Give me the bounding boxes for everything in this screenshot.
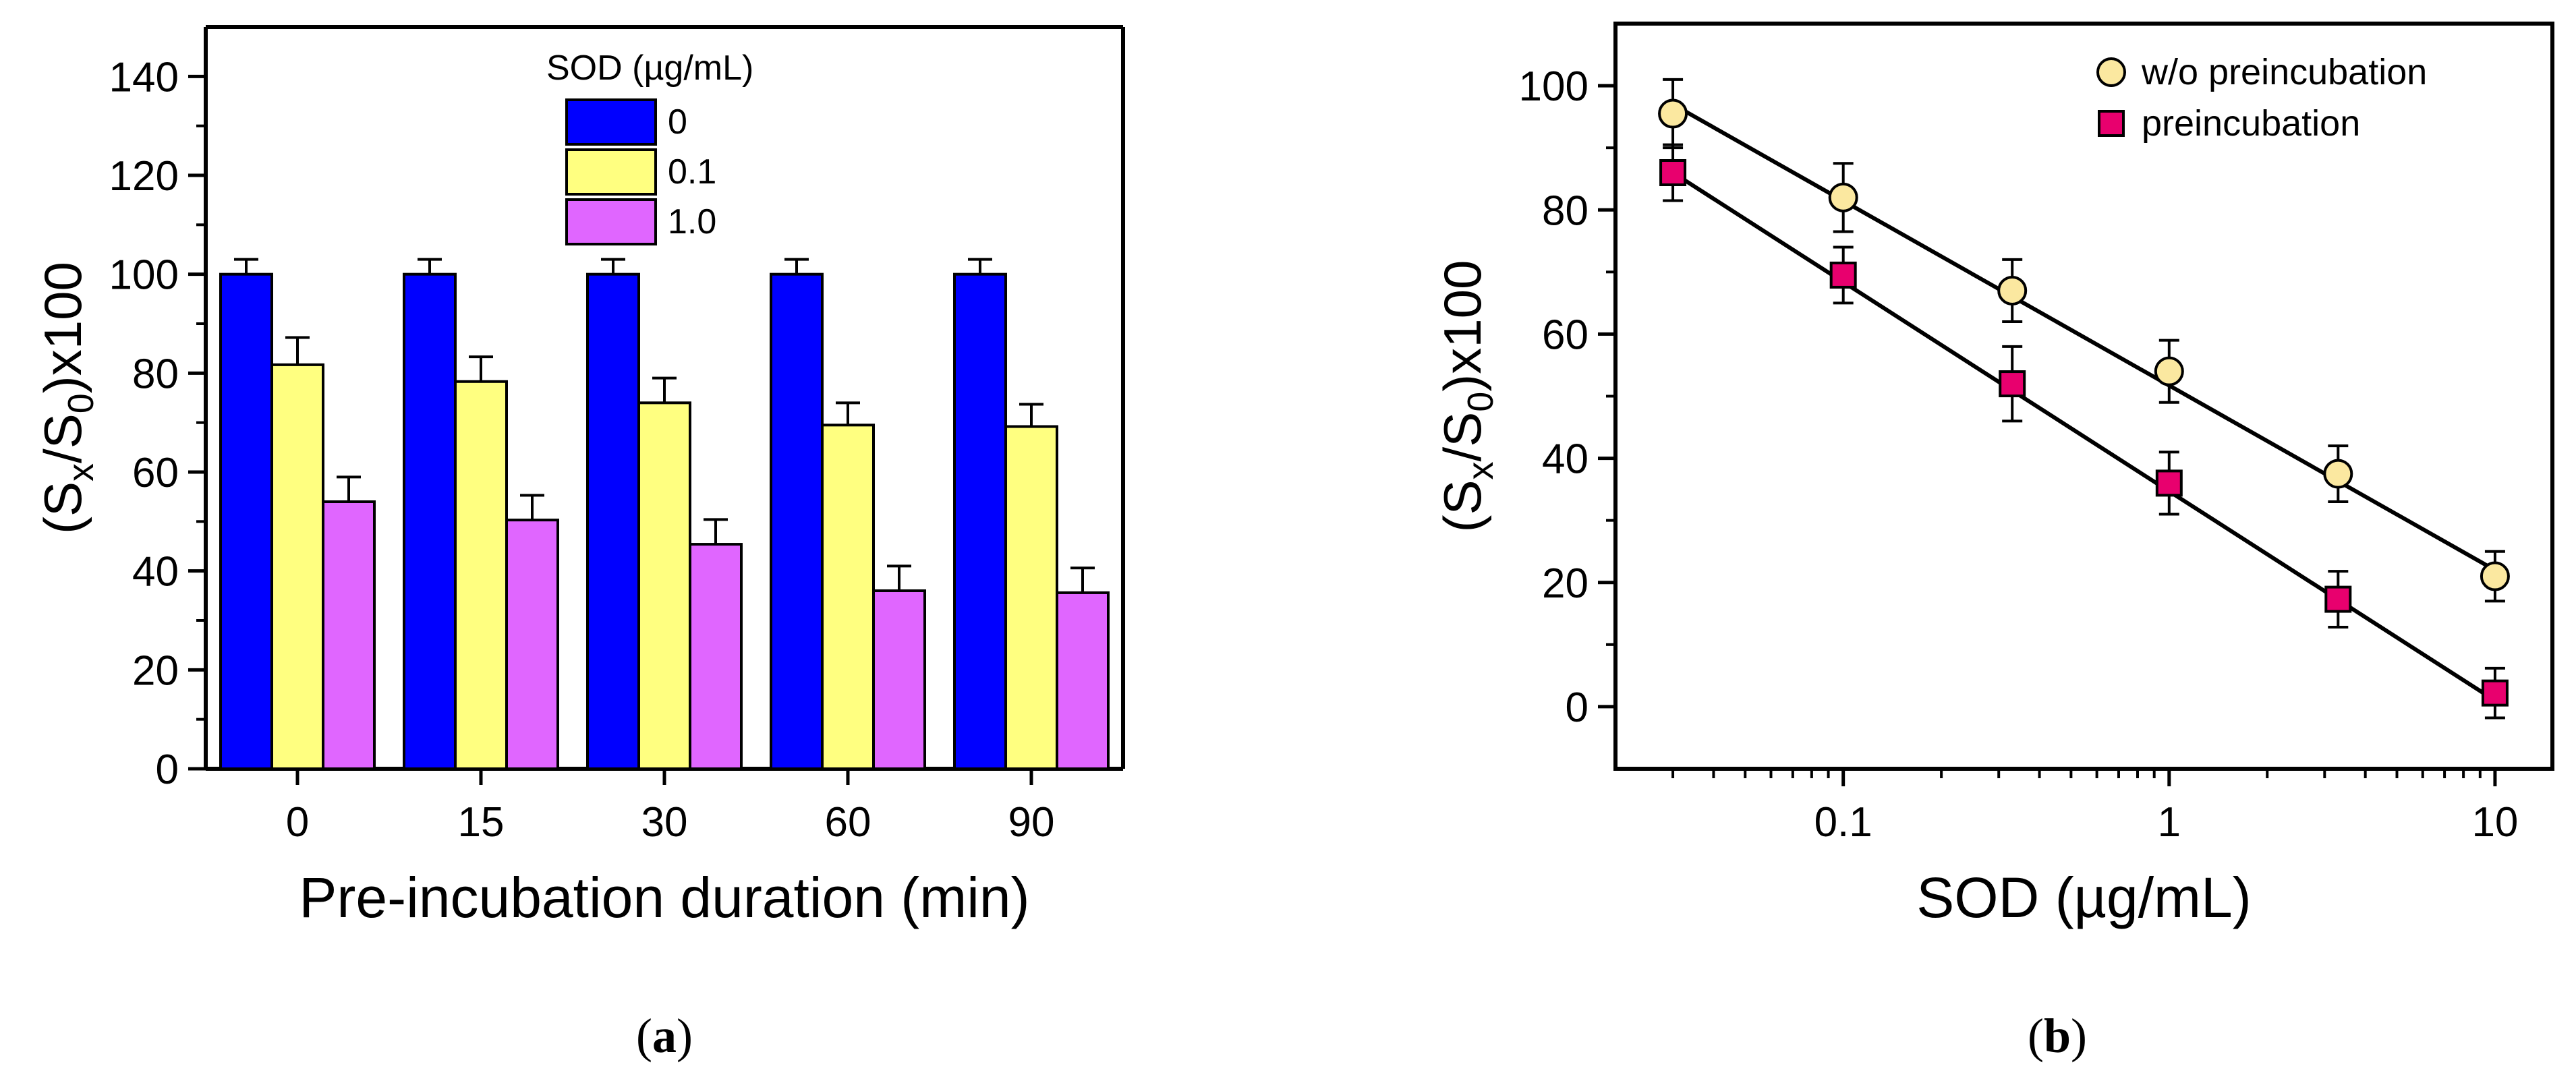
y-tick-label: 100 xyxy=(1519,63,1588,110)
y-tick-label: 80 xyxy=(1542,187,1588,234)
bar-series-0-30 xyxy=(586,272,640,770)
paren: ( xyxy=(2028,1009,2044,1063)
point-0-0 xyxy=(1658,98,1688,129)
y-axis-label-part: x xyxy=(1460,461,1501,479)
x-tick-label: 0 xyxy=(286,799,309,846)
x-axis-title: Pre-incubation duration (min) xyxy=(299,866,1029,929)
x-tick-label: 60 xyxy=(825,799,871,846)
y-axis-title: (Sx/S0)x100 xyxy=(1433,260,1501,533)
point-1-2 xyxy=(1999,370,2026,398)
y-tick-label: 100 xyxy=(109,252,179,299)
x-tick-label: 0.1 xyxy=(1814,799,1872,846)
y-tick-label: 40 xyxy=(132,549,179,595)
y-tick-label: 20 xyxy=(132,647,179,694)
y-axis-label-part: 0 xyxy=(61,393,101,413)
bar-series-2-90 xyxy=(1056,591,1110,771)
legend-marker-1 xyxy=(2098,110,2125,137)
paren: ( xyxy=(636,1009,652,1063)
y-axis-label-part: (S xyxy=(33,481,92,534)
legend-marker-0 xyxy=(2096,57,2126,87)
y-tick-label: 60 xyxy=(132,450,179,496)
x-axis-title: SOD (µg/mL) xyxy=(1916,866,2251,929)
bar-series-2-0 xyxy=(322,500,376,770)
y-axis-label-part: )x100 xyxy=(1433,260,1492,392)
bar-series-1-0 xyxy=(270,363,324,770)
point-0-4 xyxy=(2323,459,2353,489)
y-tick-label: 140 xyxy=(109,54,179,100)
y-axis-label-part: x xyxy=(61,463,101,481)
fit-line-0 xyxy=(1671,103,2496,572)
y-tick-label: 0 xyxy=(1566,684,1588,731)
bar-series-1-30 xyxy=(637,401,691,770)
bar-series-2-15 xyxy=(505,519,559,771)
point-0-1 xyxy=(1828,182,1858,212)
legend-label: w/o preincubation xyxy=(2141,52,2427,92)
y-axis-label-part: 0 xyxy=(1460,392,1501,412)
y-tick-label: 40 xyxy=(1542,436,1588,483)
point-1-0 xyxy=(1659,159,1687,186)
plot-frame xyxy=(1613,22,2554,771)
bar-series-1-60 xyxy=(821,423,875,770)
x-tick-label: 15 xyxy=(458,799,505,846)
bar-series-0-90 xyxy=(953,272,1007,770)
y-axis-title: (Sx/S0)x100 xyxy=(33,262,101,534)
y-axis-label-part: (S xyxy=(1433,479,1492,532)
fit-line-1 xyxy=(1671,171,2496,703)
legend-label: 1.0 xyxy=(668,202,716,241)
y-tick-label: 60 xyxy=(1542,312,1588,358)
y-axis-label-part: /S xyxy=(1433,412,1492,462)
bar-series-2-30 xyxy=(689,543,743,770)
legend-swatch-1 xyxy=(565,148,657,196)
legend-label: 0.1 xyxy=(668,152,716,192)
point-1-3 xyxy=(2155,469,2183,497)
legend-label: preincubation xyxy=(2142,103,2360,144)
point-0-2 xyxy=(1997,275,2028,305)
point-1-5 xyxy=(2481,679,2509,707)
paren: ) xyxy=(2071,1009,2087,1063)
x-tick-label: 90 xyxy=(1008,799,1055,846)
point-0-3 xyxy=(2154,356,2184,386)
point-0-5 xyxy=(2480,561,2510,591)
bar-series-0-60 xyxy=(770,272,824,770)
caption-letter: a xyxy=(652,1009,677,1063)
x-tick-label: 10 xyxy=(2471,799,2518,846)
caption-letter: b xyxy=(2044,1009,2071,1063)
point-1-1 xyxy=(1829,261,1857,289)
point-1-4 xyxy=(2324,585,2352,613)
x-tick-label: 1 xyxy=(2158,799,2181,846)
panel-caption-a: (a) xyxy=(636,1009,693,1063)
y-axis-label-part: /S xyxy=(33,413,92,463)
bar-series-2-60 xyxy=(872,589,926,770)
y-tick-label: 80 xyxy=(132,351,179,397)
y-tick-label: 0 xyxy=(156,747,179,793)
bar-series-0-0 xyxy=(219,272,273,770)
bar-series-0-15 xyxy=(403,272,457,770)
paren: ) xyxy=(677,1009,693,1063)
x-tick-label: 30 xyxy=(641,799,688,846)
y-tick-label: 120 xyxy=(109,153,179,200)
panel-caption-b: (b) xyxy=(2028,1009,2087,1063)
legend-swatch-0 xyxy=(565,98,657,146)
y-tick-label: 20 xyxy=(1542,560,1588,607)
bar-series-1-90 xyxy=(1004,425,1058,770)
legend-swatch-2 xyxy=(565,198,657,245)
legend-title: SOD (µg/mL) xyxy=(546,49,753,88)
bar-series-1-15 xyxy=(454,380,508,770)
y-axis-label-part: )x100 xyxy=(33,262,92,393)
legend-label: 0 xyxy=(668,103,687,142)
